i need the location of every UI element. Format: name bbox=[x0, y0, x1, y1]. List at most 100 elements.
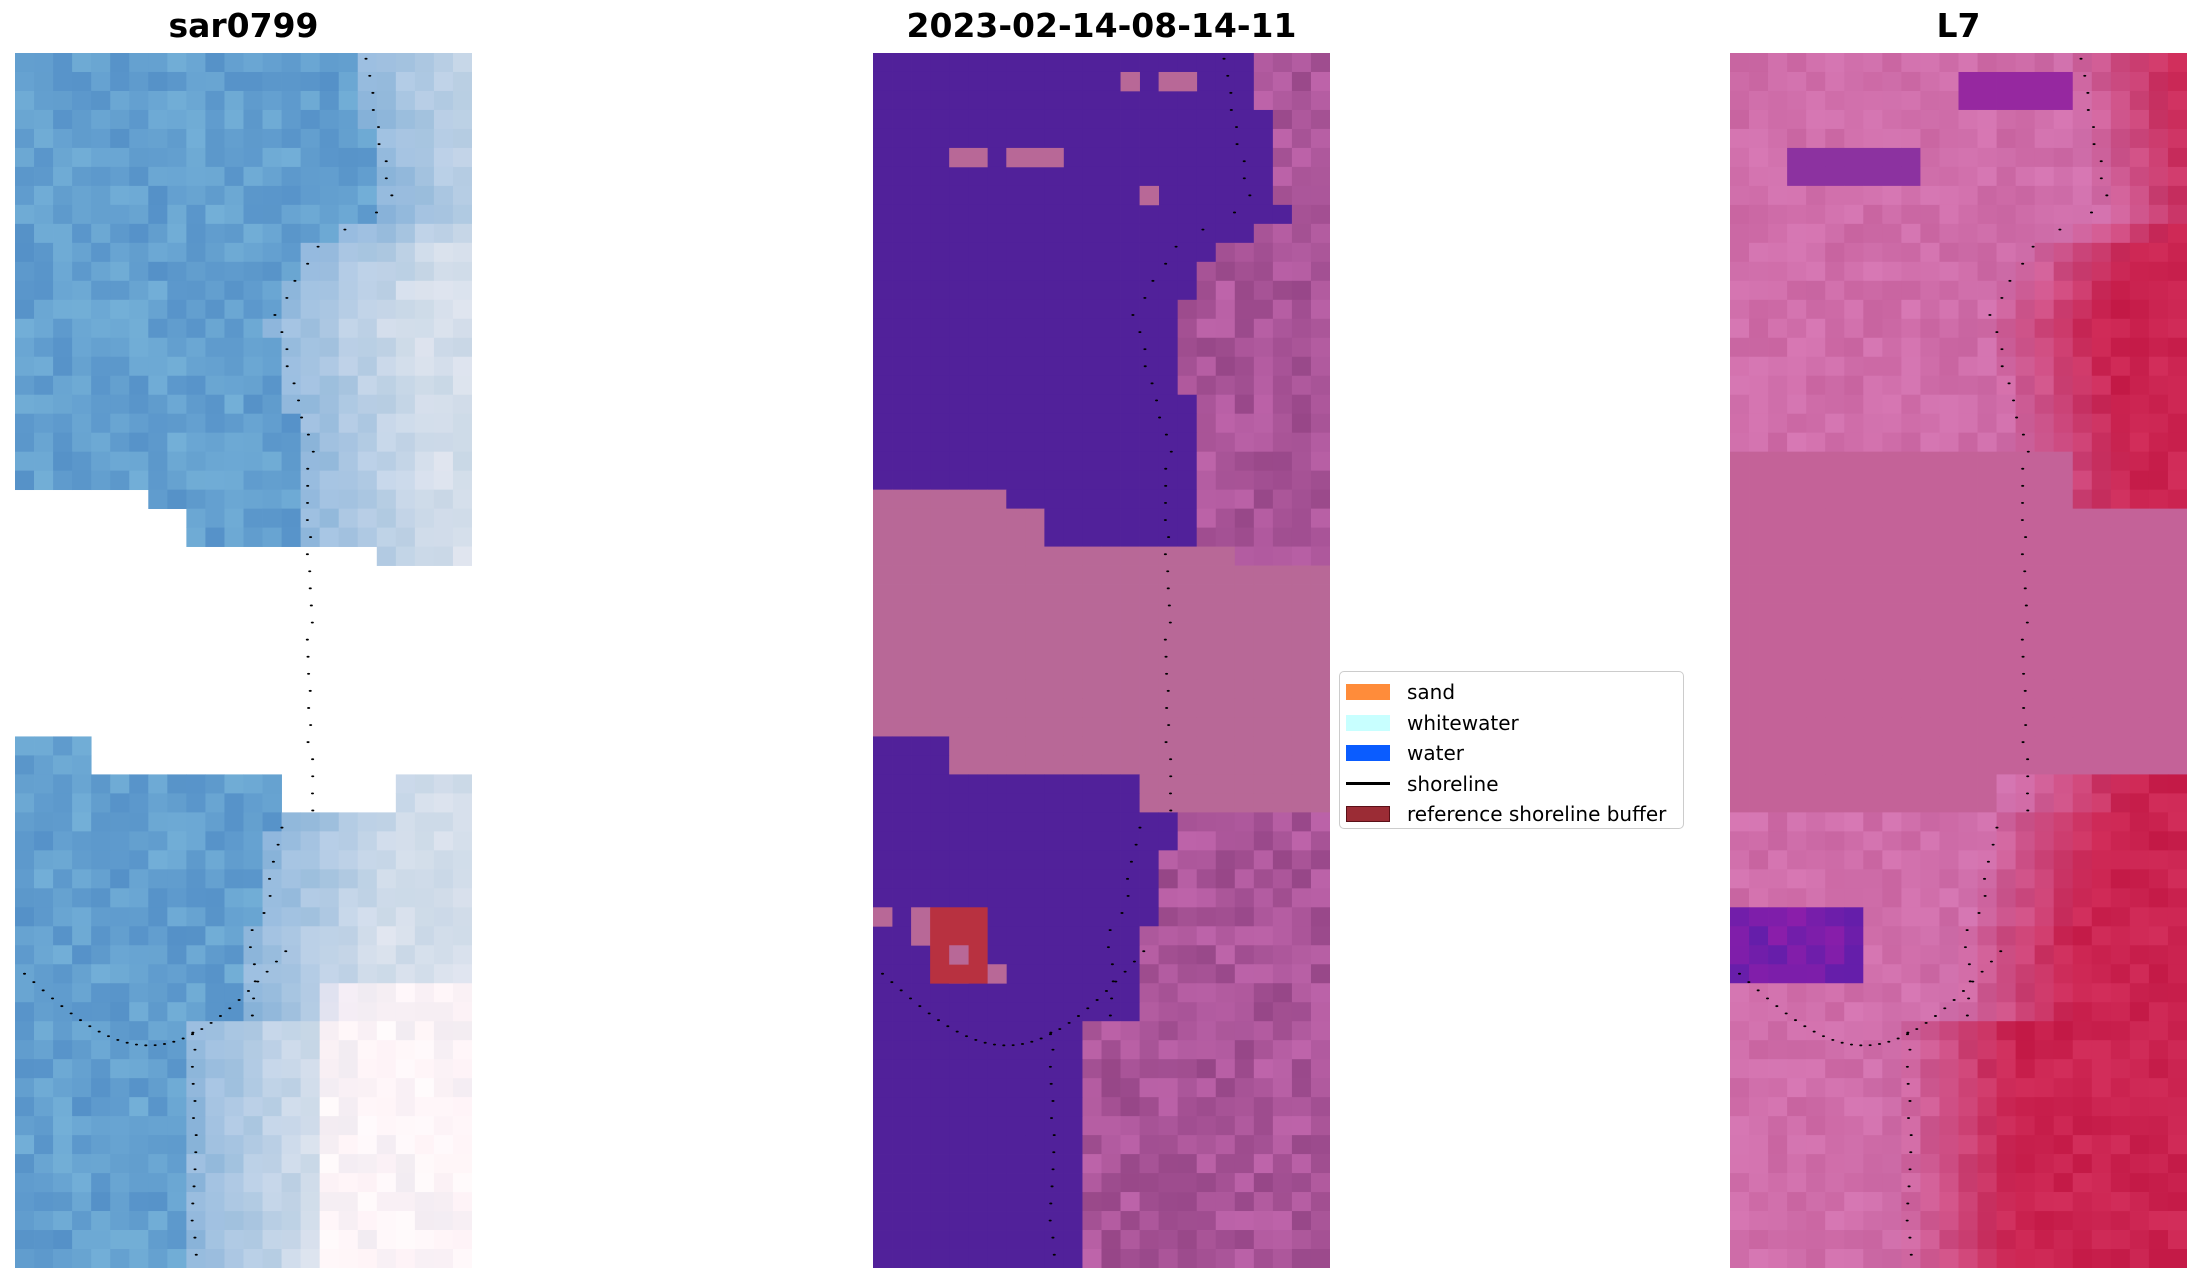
pixel-cell bbox=[129, 53, 149, 73]
pixel-cell bbox=[1863, 1097, 1883, 1117]
pixel-cell bbox=[987, 1249, 1007, 1268]
pixel-cell bbox=[72, 71, 92, 92]
pixel-cell bbox=[1901, 546, 1921, 566]
pixel-cell bbox=[1996, 812, 2017, 832]
pixel-cell bbox=[1863, 90, 1883, 111]
pixel-cell bbox=[2110, 1059, 2131, 1079]
pixel-cell bbox=[1291, 907, 1312, 927]
shoreline-dot bbox=[376, 126, 381, 128]
pixel-cell bbox=[1006, 793, 1026, 813]
pixel-cell bbox=[53, 1211, 73, 1231]
pixel-cell bbox=[1749, 565, 1769, 585]
pixel-cell bbox=[1025, 242, 1045, 263]
pixel-cell bbox=[1958, 964, 1978, 984]
pixel-cell bbox=[1768, 1021, 1788, 1041]
pixel-cell bbox=[1139, 888, 1160, 908]
pixel-cell bbox=[1177, 679, 1198, 699]
pixel-cell bbox=[91, 888, 111, 908]
pixel-cell bbox=[1291, 261, 1312, 282]
pixel-cell bbox=[1158, 1154, 1179, 1174]
pixel-cell bbox=[1101, 337, 1121, 358]
shoreline-dot bbox=[2022, 707, 2026, 709]
pixel-cell bbox=[452, 299, 472, 320]
pixel-cell bbox=[1063, 185, 1083, 206]
pixel-cell bbox=[1806, 280, 1826, 301]
pixel-cell bbox=[1177, 1040, 1198, 1060]
pixel-cell bbox=[2110, 223, 2131, 244]
pixel-cell bbox=[1787, 109, 1807, 130]
pixel-cell bbox=[1158, 90, 1179, 111]
pixel-cell bbox=[262, 242, 282, 263]
pixel-cell bbox=[1787, 907, 1807, 927]
pixel-cell bbox=[1253, 90, 1274, 111]
pixel-cell bbox=[1082, 660, 1102, 680]
pixel-cell bbox=[911, 71, 931, 92]
pixel-cell bbox=[930, 1192, 950, 1212]
pixel-cell bbox=[968, 299, 988, 320]
pixel-cell bbox=[224, 337, 244, 358]
shoreline-dot bbox=[2021, 467, 2025, 470]
pixel-cell bbox=[1196, 717, 1217, 737]
pixel-cell bbox=[1977, 337, 1997, 358]
pixel-cell bbox=[1768, 717, 1788, 737]
pixel-cell bbox=[1272, 698, 1293, 718]
pixel-cell bbox=[1882, 109, 1902, 130]
pixel-cell bbox=[1996, 185, 2017, 206]
pixel-cell bbox=[1082, 869, 1102, 889]
pixel-cell bbox=[1177, 318, 1198, 339]
pixel-cell bbox=[110, 318, 130, 339]
index-pixel-grid bbox=[1730, 53, 2187, 1268]
pixel-cell bbox=[243, 888, 263, 908]
pixel-cell bbox=[949, 812, 969, 832]
pixel-cell bbox=[167, 1097, 187, 1117]
pixel-cell bbox=[1958, 1230, 1978, 1250]
pixel-cell bbox=[2110, 831, 2131, 851]
pixel-cell bbox=[2129, 565, 2150, 585]
pixel-cell bbox=[300, 812, 321, 832]
pixel-cell bbox=[873, 1192, 893, 1212]
pixel-cell bbox=[873, 755, 893, 775]
pixel-cell bbox=[1844, 1040, 1864, 1060]
pixel-cell bbox=[1310, 907, 1330, 927]
shoreline-dot bbox=[1163, 553, 1167, 556]
pixel-cell bbox=[1082, 1097, 1102, 1117]
pixel-cell bbox=[15, 280, 35, 301]
pixel-cell bbox=[15, 451, 35, 472]
pixel-cell bbox=[2091, 641, 2112, 661]
pixel-cell bbox=[243, 318, 263, 339]
pixel-cell bbox=[395, 812, 416, 832]
pixel-cell bbox=[1825, 850, 1845, 870]
pixel-cell bbox=[300, 1040, 321, 1060]
pixel-cell bbox=[1120, 242, 1140, 263]
pixel-cell bbox=[1920, 1211, 1940, 1231]
pixel-cell bbox=[1977, 242, 1997, 263]
pixel-cell bbox=[395, 907, 416, 927]
pixel-cell bbox=[1920, 1249, 1940, 1268]
pixel-cell bbox=[949, 1002, 969, 1022]
pixel-cell bbox=[224, 90, 244, 111]
pixel-cell bbox=[1844, 717, 1864, 737]
pixel-cell bbox=[892, 603, 912, 623]
pixel-cell bbox=[1253, 1059, 1274, 1079]
pixel-cell bbox=[2148, 679, 2169, 699]
pixel-cell bbox=[262, 375, 282, 396]
pixel-cell bbox=[262, 223, 282, 244]
pixel-cell bbox=[930, 584, 950, 604]
pixel-cell bbox=[1082, 53, 1102, 73]
pixel-cell bbox=[1825, 1002, 1845, 1022]
pixel-cell bbox=[2148, 527, 2169, 547]
pixel-cell bbox=[338, 869, 359, 889]
pixel-cell bbox=[1025, 907, 1045, 927]
pixel-cell bbox=[2034, 185, 2055, 206]
pixel-cell bbox=[911, 508, 931, 528]
pixel-cell bbox=[987, 793, 1007, 813]
pixel-cell bbox=[1882, 736, 1902, 756]
pixel-cell bbox=[205, 926, 225, 946]
pixel-cell bbox=[930, 793, 950, 813]
shoreline-dot bbox=[2091, 126, 2096, 128]
pixel-cell bbox=[2129, 1097, 2150, 1117]
pixel-cell bbox=[2129, 337, 2150, 358]
pixel-cell bbox=[1177, 622, 1198, 642]
pixel-cell bbox=[1215, 451, 1236, 472]
pixel-cell bbox=[1101, 1059, 1121, 1079]
